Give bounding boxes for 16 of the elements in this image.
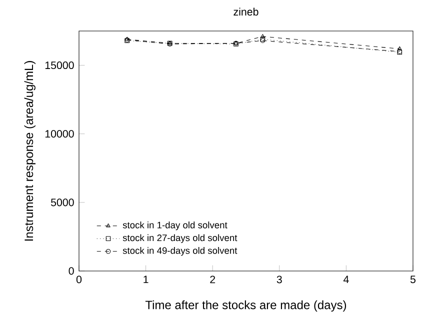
x-tick-label: 3 — [276, 276, 282, 284]
legend-label: stock in 27-days old solvent — [122, 234, 238, 243]
y-tick-label: 5000 — [50, 198, 74, 206]
y-tick-label: 10000 — [45, 130, 74, 138]
chart-title: zineb — [234, 8, 258, 16]
y-tick-label: 15000 — [45, 62, 74, 70]
x-tick-label: 5 — [410, 276, 416, 284]
x-tick-label: 1 — [144, 276, 148, 284]
x-tick-label: 4 — [343, 276, 349, 284]
x-tick-label: 2 — [210, 276, 216, 284]
x-axis-title: Time after the stocks are made (days) — [145, 300, 346, 312]
y-axis-title: Instrument response (area/ug/mL) — [24, 61, 36, 241]
legend-label: stock in 1-day old solvent — [122, 222, 228, 230]
y-tick-label: 0 — [68, 267, 74, 275]
x-tick-label: 0 — [76, 276, 82, 284]
legend-label: stock in 49-days old solvent — [122, 247, 238, 256]
